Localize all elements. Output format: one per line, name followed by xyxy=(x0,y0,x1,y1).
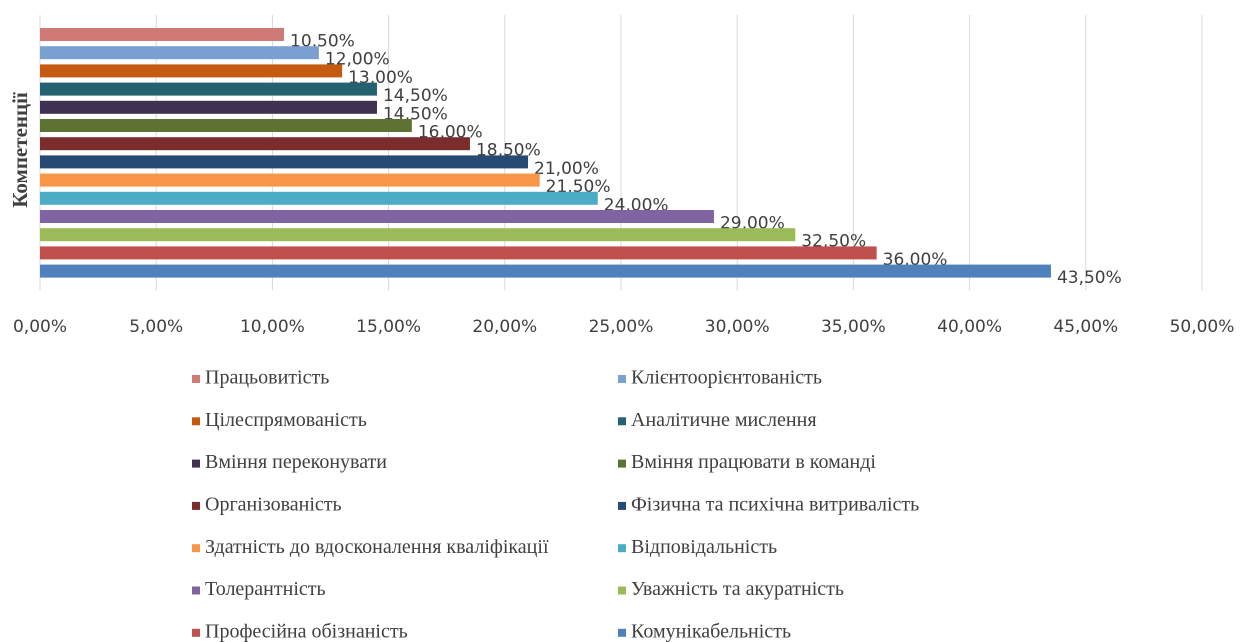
legend-marker xyxy=(192,586,200,595)
bar xyxy=(40,228,796,242)
y-axis-label: Компетенції xyxy=(8,92,32,208)
value-label: 21,00% xyxy=(534,159,599,179)
legend-label: Працьовитість xyxy=(205,367,329,389)
legend-label: Вміння працювати в команді xyxy=(631,451,876,473)
x-tick-label: 10,00% xyxy=(240,317,305,337)
x-tick-label: 35,00% xyxy=(821,317,886,337)
legend-label: Здатність до вдосконалення кваліфікації xyxy=(205,536,549,558)
legend-label: Клієнтоорієнтованість xyxy=(631,367,822,389)
value-label: 43,50% xyxy=(1057,268,1122,288)
bar xyxy=(40,119,412,132)
bar xyxy=(40,246,877,260)
x-tick-label: 20,00% xyxy=(472,317,537,337)
bar xyxy=(40,173,540,187)
bar xyxy=(40,155,529,169)
legend-marker xyxy=(192,544,200,553)
legend-marker xyxy=(192,501,200,510)
bar xyxy=(40,82,377,96)
legend-marker xyxy=(618,544,626,553)
legend-label: Відповідальність xyxy=(631,536,777,558)
bar xyxy=(40,210,714,223)
legend-marker xyxy=(618,586,626,595)
x-tick-label: 30,00% xyxy=(705,317,770,337)
legend-label: Толерантність xyxy=(205,578,326,600)
x-tick-label: 50,00% xyxy=(1170,317,1235,337)
legend-marker xyxy=(192,628,200,637)
bar xyxy=(40,28,285,41)
x-tick-label: 40,00% xyxy=(937,317,1002,337)
value-label: 14,50% xyxy=(383,86,448,106)
x-tick-label: 15,00% xyxy=(356,317,421,337)
legend-marker xyxy=(192,459,200,468)
legend-label: Цілеспрямованість xyxy=(205,409,367,431)
x-tick-label: 45,00% xyxy=(1053,317,1118,337)
x-tick-label: 25,00% xyxy=(589,317,654,337)
legend-label: Комунікабельність xyxy=(631,620,791,642)
x-tick-label: 5,00% xyxy=(129,317,183,337)
bar xyxy=(40,137,470,151)
bar xyxy=(40,64,343,78)
bar xyxy=(40,46,319,60)
legend-marker xyxy=(618,417,626,426)
legend-label: Організованість xyxy=(205,493,342,515)
legend-marker xyxy=(618,375,626,383)
legend-label: Фізична та психічна витривалість xyxy=(631,493,919,515)
legend-label: Вміння переконувати xyxy=(205,451,387,473)
bar xyxy=(40,100,377,114)
legend-label: Уважність та акуратність xyxy=(631,578,844,600)
legend-marker xyxy=(618,501,626,510)
legend-label: Аналітичне мислення xyxy=(631,409,817,431)
bar xyxy=(40,264,1051,278)
legend-label: Професійна обізнаність xyxy=(205,620,408,642)
bar xyxy=(40,191,598,205)
legend-marker xyxy=(192,375,200,383)
legend-marker xyxy=(618,628,626,637)
legend-marker xyxy=(192,417,200,426)
x-tick-label: 0,00% xyxy=(13,317,67,337)
legend-marker xyxy=(618,459,626,468)
